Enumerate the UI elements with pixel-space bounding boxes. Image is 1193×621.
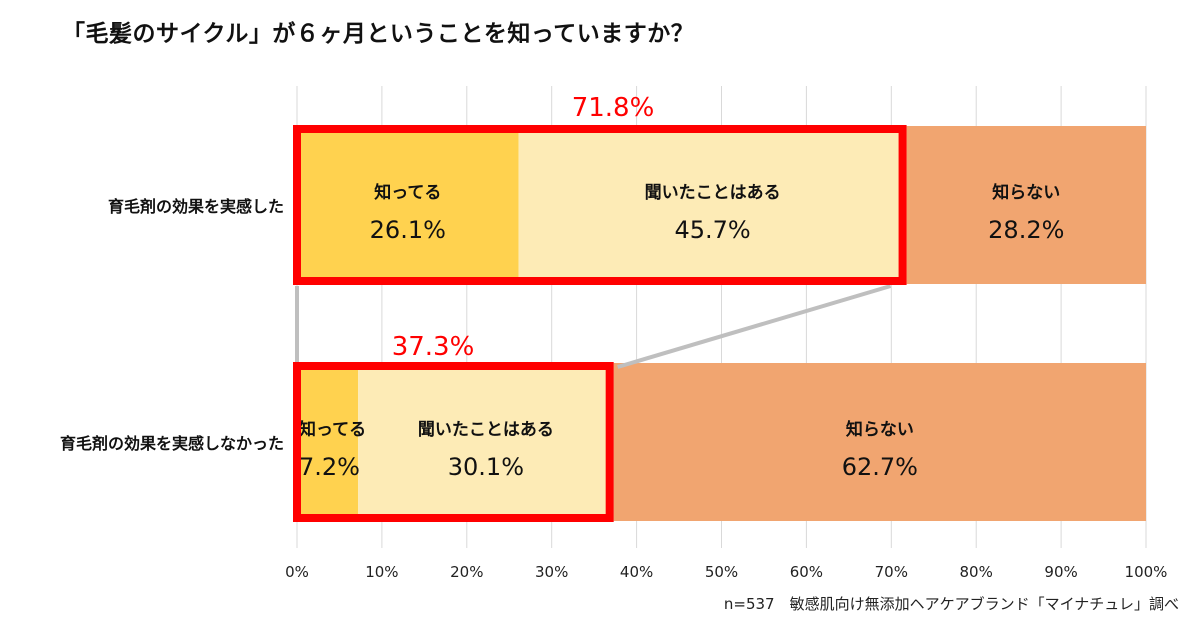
bar-segment	[613, 363, 1146, 521]
segment-value-label: 7.2%	[299, 453, 360, 481]
source-footnote: n=537 敏感肌向け無添加ヘアケアブランド「マイナチュレ」調べ	[723, 595, 1179, 613]
segment-category-label: 知らない	[991, 182, 1060, 203]
x-tick-label: 10%	[365, 563, 398, 581]
bar-segment	[518, 126, 907, 284]
bar-segment	[906, 126, 1146, 284]
category-label: 育毛剤の効果を実感した	[108, 197, 284, 216]
segment-category-label: 聞いたことはある	[645, 183, 781, 203]
x-tick-label: 30%	[535, 563, 568, 581]
bar-segment	[358, 363, 614, 521]
highlight-frame	[293, 125, 907, 285]
connector-line	[617, 284, 892, 369]
chart-title: 「毛髪のサイクル」が６ヶ月ということを知っていますか？	[62, 21, 695, 47]
x-tick-label: 70%	[875, 563, 908, 581]
segment-category-label: 知らない	[845, 419, 914, 440]
x-tick-label: 20%	[450, 563, 483, 581]
x-tick-label: 50%	[705, 563, 738, 581]
x-tick-label: 80%	[960, 563, 993, 581]
x-tick-label: 60%	[790, 563, 823, 581]
annotation-total: 37.3%	[392, 332, 475, 362]
annotation-total: 71.8%	[572, 93, 655, 123]
x-tick-label: 40%	[620, 563, 653, 581]
segment-value-label: 45.7%	[674, 216, 750, 244]
segment-category-label: 知ってる	[373, 182, 441, 203]
segment-value-label: 30.1%	[448, 453, 524, 481]
segment-category-label: 知ってる	[298, 419, 366, 440]
x-tick-label: 100%	[1125, 563, 1168, 581]
x-tick-label: 90%	[1044, 563, 1077, 581]
highlight-frame	[293, 362, 614, 522]
category-label: 育毛剤の効果を実感しなかった	[60, 434, 284, 453]
segment-value-label: 26.1%	[370, 216, 446, 244]
bar-segment	[297, 363, 359, 521]
segment-value-label: 62.7%	[842, 453, 918, 481]
segment-category-label: 聞いたことはある	[418, 420, 554, 440]
x-tick-label: 0%	[285, 563, 309, 581]
segment-value-label: 28.2%	[988, 216, 1064, 244]
bar-segment	[297, 126, 519, 284]
